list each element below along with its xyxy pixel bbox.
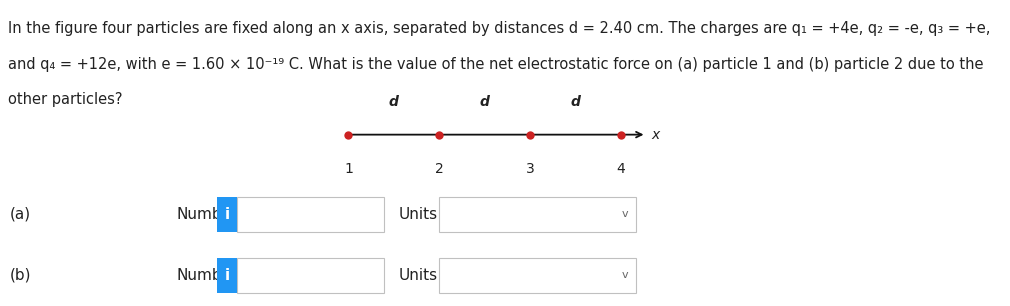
Text: 2: 2 [435, 162, 443, 176]
FancyBboxPatch shape [237, 258, 384, 293]
Text: Number: Number [177, 268, 238, 283]
Text: Units: Units [399, 207, 438, 222]
FancyBboxPatch shape [237, 197, 384, 232]
Text: d: d [389, 95, 399, 109]
Text: Units: Units [399, 268, 438, 283]
Text: x: x [651, 128, 660, 142]
Text: v: v [621, 271, 628, 280]
Text: In the figure four particles are fixed along an x axis, separated by distances d: In the figure four particles are fixed a… [8, 21, 991, 36]
Text: 3: 3 [526, 162, 534, 176]
Text: 4: 4 [617, 162, 625, 176]
Text: and q₄ = +12e, with e = 1.60 × 10⁻¹⁹ C. What is the value of the net electrostat: and q₄ = +12e, with e = 1.60 × 10⁻¹⁹ C. … [8, 57, 984, 72]
Text: Number: Number [177, 207, 238, 222]
FancyBboxPatch shape [217, 258, 237, 293]
Text: other particles?: other particles? [8, 92, 122, 107]
Text: v: v [621, 209, 628, 219]
Text: i: i [224, 268, 230, 283]
Text: d: d [571, 95, 581, 109]
FancyBboxPatch shape [217, 197, 237, 232]
FancyBboxPatch shape [439, 258, 636, 293]
FancyBboxPatch shape [439, 197, 636, 232]
Text: (a): (a) [10, 207, 31, 222]
Text: d: d [480, 95, 490, 109]
Text: 1: 1 [344, 162, 352, 176]
Text: i: i [224, 207, 230, 222]
Text: (b): (b) [10, 268, 31, 283]
